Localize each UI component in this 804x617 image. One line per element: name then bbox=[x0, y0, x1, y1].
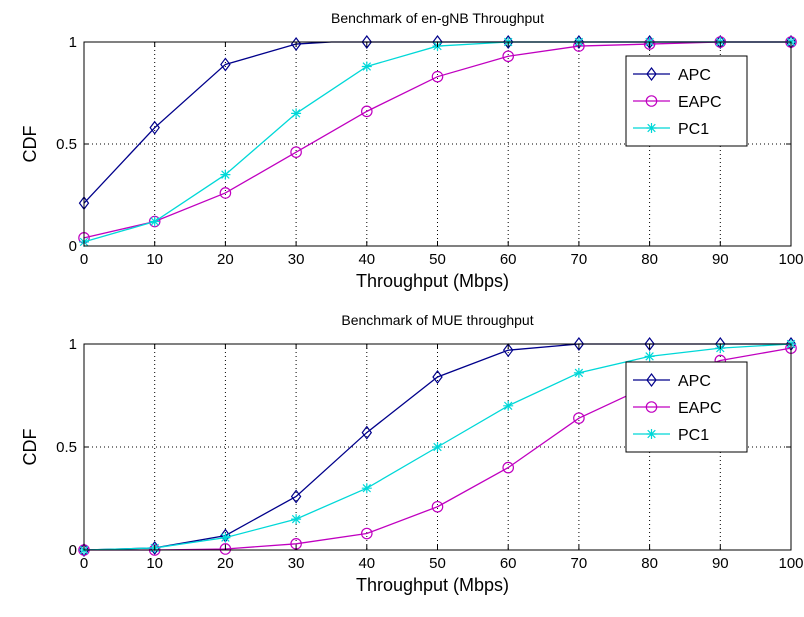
y-axis-label: CDF bbox=[20, 429, 40, 466]
legend-marker bbox=[646, 373, 657, 387]
x-tick-label: 100 bbox=[778, 251, 803, 268]
data-point-eapc bbox=[431, 500, 444, 513]
legend-entry-apc: APC bbox=[633, 67, 711, 84]
data-point-apc bbox=[573, 35, 585, 49]
legend: APC EAPC PC1 bbox=[625, 55, 748, 147]
y-tick-label: 1 bbox=[69, 34, 77, 51]
x-tick-label: 60 bbox=[500, 251, 517, 268]
x-tick-label: 90 bbox=[712, 251, 729, 268]
legend-label: EAPC bbox=[678, 94, 722, 111]
legend-marker bbox=[646, 67, 657, 81]
chart-en-gnb-throughput: 0 10 20 30 40 50 60 70 80 90 100 0 0.5 1 Benchmark of … bbox=[20, 10, 804, 291]
x-tick-label: 80 bbox=[641, 251, 658, 268]
data-point-apc bbox=[573, 337, 585, 351]
legend-entry-eapc: EAPC bbox=[633, 400, 722, 417]
legend: APC EAPC PC1 bbox=[625, 361, 748, 453]
chart-title: Benchmark of en-gNB Throughput bbox=[331, 10, 544, 26]
data-point-pc1 bbox=[291, 108, 302, 119]
data-point-pc1 bbox=[361, 483, 372, 494]
data-point-apc bbox=[432, 369, 443, 384]
chart-mue-throughput: 0 10 20 30 40 50 60 70 80 90 100 0 0.5 1 Benchmark of … bbox=[20, 312, 804, 595]
data-point-apc bbox=[149, 120, 160, 135]
legend-label: APC bbox=[678, 373, 711, 390]
x-tick-label: 40 bbox=[358, 555, 375, 572]
data-point-eapc bbox=[360, 105, 373, 118]
data-point-pc1 bbox=[149, 216, 160, 227]
x-tick-label: 0 bbox=[80, 251, 88, 268]
data-point-eapc bbox=[219, 187, 232, 199]
x-axis-label: Throughput (Mbps) bbox=[356, 271, 509, 291]
data-point-pc1 bbox=[220, 532, 231, 543]
x-tick-label: 30 bbox=[288, 251, 305, 268]
data-point-eapc bbox=[219, 543, 232, 555]
x-tick-label: 100 bbox=[778, 555, 803, 572]
data-point-pc1 bbox=[644, 351, 655, 362]
data-point-apc bbox=[290, 489, 302, 504]
data-point-apc bbox=[361, 35, 373, 49]
y-axis-label: CDF bbox=[20, 126, 40, 163]
legend-marker bbox=[645, 401, 658, 413]
legend-label: EAPC bbox=[678, 400, 722, 417]
data-point-apc bbox=[502, 35, 514, 49]
legend-label: APC bbox=[678, 67, 711, 84]
legend-entry-eapc: EAPC bbox=[633, 94, 722, 111]
data-point-eapc bbox=[502, 461, 514, 474]
x-tick-label: 50 bbox=[429, 555, 446, 572]
data-point-eapc bbox=[360, 527, 373, 540]
x-tick-label: 40 bbox=[358, 251, 375, 268]
data-point-pc1 bbox=[361, 61, 372, 72]
x-tick-label: 90 bbox=[712, 555, 729, 572]
x-tick-label: 70 bbox=[571, 555, 588, 572]
y-tick-label: 0.5 bbox=[56, 439, 77, 456]
x-tick-label: 70 bbox=[571, 251, 588, 268]
data-point-pc1 bbox=[432, 442, 443, 452]
data-point-apc bbox=[220, 57, 231, 72]
chart-title: Benchmark of MUE throughput bbox=[341, 312, 533, 328]
legend-marker bbox=[645, 95, 658, 107]
data-point-pc1 bbox=[220, 169, 231, 180]
data-point-pc1 bbox=[503, 400, 514, 411]
data-point-apc bbox=[644, 337, 655, 351]
data-point-eapc bbox=[431, 70, 444, 83]
x-tick-label: 10 bbox=[146, 555, 163, 572]
data-point-eapc bbox=[573, 412, 585, 424]
y-tick-label: 0 bbox=[69, 542, 77, 559]
data-point-pc1 bbox=[573, 367, 584, 378]
data-point-eapc bbox=[148, 215, 161, 228]
data-point-eapc bbox=[290, 146, 302, 158]
legend-entry-pc1: PC1 bbox=[633, 121, 709, 138]
series-line-eapc bbox=[83, 41, 791, 239]
data-point-apc bbox=[78, 543, 90, 557]
x-tick-label: 50 bbox=[429, 251, 446, 268]
y-tick-label: 1 bbox=[69, 336, 77, 353]
data-point-apc bbox=[715, 35, 726, 49]
legend-marker bbox=[646, 123, 657, 133]
x-tick-label: 20 bbox=[217, 555, 234, 572]
legend-marker bbox=[646, 429, 657, 439]
x-tick-label: 20 bbox=[217, 251, 234, 268]
legend-entry-pc1: PC1 bbox=[633, 427, 709, 444]
x-tick-label: 0 bbox=[80, 555, 88, 572]
data-point-pc1 bbox=[291, 514, 302, 525]
x-tick-label: 60 bbox=[500, 555, 517, 572]
data-point-apc bbox=[361, 425, 373, 440]
data-point-apc bbox=[502, 343, 514, 358]
y-tick-label: 0 bbox=[69, 238, 77, 255]
legend-entry-apc: APC bbox=[633, 373, 711, 390]
x-axis-label: Throughput (Mbps) bbox=[356, 575, 509, 595]
legend-label: PC1 bbox=[678, 427, 709, 444]
data-point-eapc bbox=[502, 50, 514, 63]
x-tick-label: 80 bbox=[641, 555, 658, 572]
legend-label: PC1 bbox=[678, 121, 709, 138]
x-tick-label: 30 bbox=[288, 555, 305, 572]
x-tick-label: 10 bbox=[146, 251, 163, 268]
y-tick-label: 0.5 bbox=[56, 136, 77, 153]
